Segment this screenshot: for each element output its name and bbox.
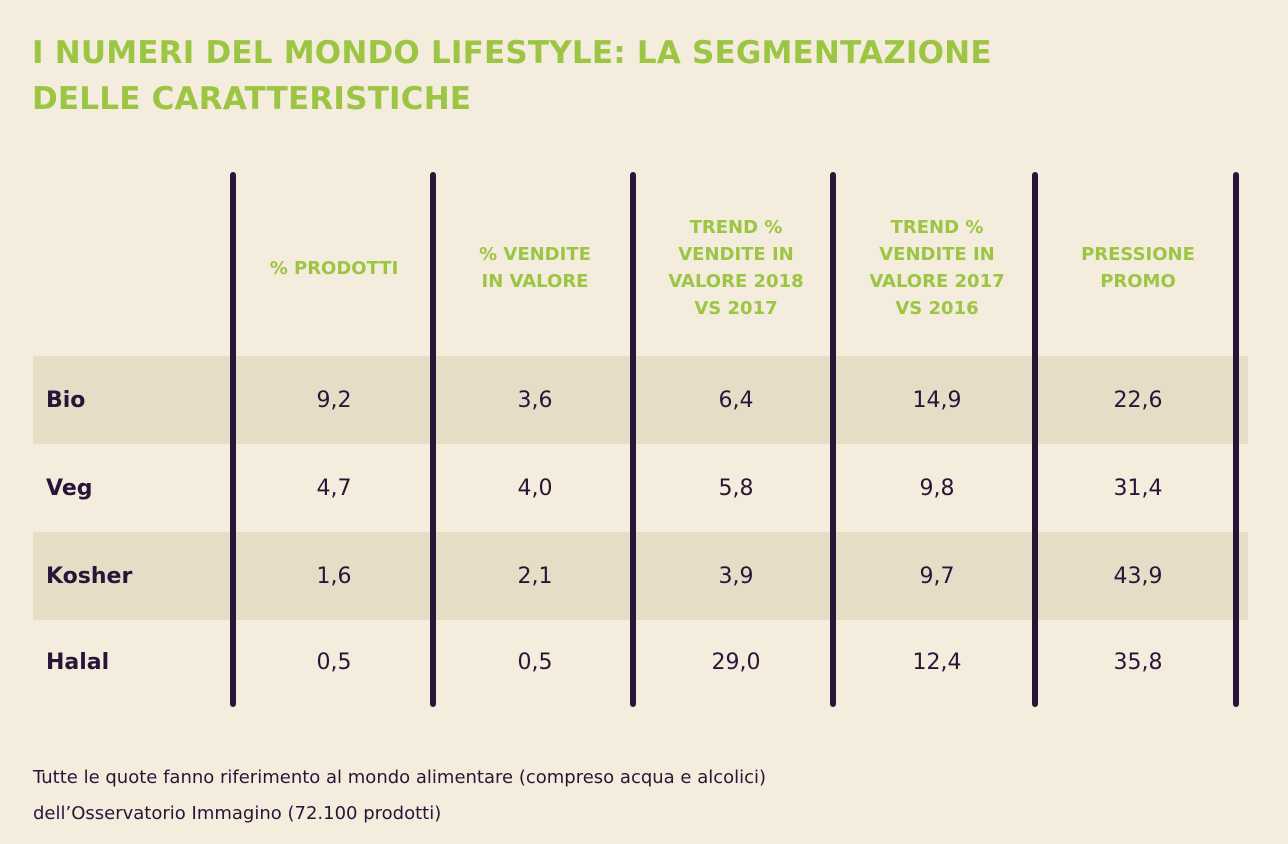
table-cell: 22,6: [1113, 388, 1163, 413]
table-cell: 9,2: [316, 388, 352, 413]
column-header-line: VALORE 2017: [869, 271, 1005, 292]
column-divider: [630, 172, 636, 707]
column-header-line: % VENDITE: [479, 244, 591, 265]
table-cell: 3,6: [517, 388, 553, 413]
column-header: % VENDITE IN VALORE: [451, 208, 619, 328]
footnote: Tutte le quote fanno riferimento al mond…: [33, 760, 1253, 832]
table-cell: 35,8: [1113, 650, 1163, 675]
table-cell: 3,9: [718, 564, 754, 589]
table-cell: 6,4: [718, 388, 754, 413]
table-cell: 2,1: [517, 564, 553, 589]
title-line-2: DELLE CARATTERISTICHE: [32, 81, 472, 117]
row-label: Veg: [46, 476, 93, 501]
chart-title: I NUMERI DEL MONDO LIFESTYLE: LA SEGMENT…: [32, 30, 1232, 122]
column-header-line: TREND %: [890, 217, 984, 238]
column-header-line: VENDITE IN: [879, 244, 995, 265]
row-label: Halal: [46, 650, 110, 675]
table-cell: 0,5: [316, 650, 352, 675]
title-line-1: I NUMERI DEL MONDO LIFESTYLE: LA SEGMENT…: [32, 35, 992, 71]
row-label: Bio: [46, 388, 86, 413]
table-cell: 0,5: [517, 650, 553, 675]
footnote-line-1: Tutte le quote fanno riferimento al mond…: [33, 767, 767, 788]
column-header-line: VALORE 2018: [668, 271, 804, 292]
column-header: TREND % VENDITE IN VALORE 2018 VS 2017: [652, 208, 820, 328]
column-header-line: PROMO: [1100, 271, 1176, 292]
column-header-line: VS 2016: [895, 298, 979, 319]
table-cell: 9,7: [919, 564, 955, 589]
column-divider: [830, 172, 836, 707]
column-header-line: % PRODOTTI: [269, 257, 399, 279]
row-label: Kosher: [46, 564, 133, 589]
column-header-line: TREND %: [689, 217, 783, 238]
table-cell: 29,0: [711, 650, 761, 675]
column-header-line: PRESSIONE: [1081, 244, 1195, 265]
column-divider: [230, 172, 236, 707]
table-cell: 5,8: [718, 476, 754, 501]
table-cell: 1,6: [316, 564, 352, 589]
table-cell: 12,4: [912, 650, 962, 675]
table-cell: 4,7: [316, 476, 352, 501]
table-cell: 9,8: [919, 476, 955, 501]
table-cell: 14,9: [912, 388, 962, 413]
column-header-line: VS 2017: [694, 298, 778, 319]
table-cell: 4,0: [517, 476, 553, 501]
column-header: TREND % VENDITE IN VALORE 2017 VS 2016: [853, 208, 1021, 328]
column-header-line: VENDITE IN: [678, 244, 794, 265]
column-header: PRESSIONE PROMO: [1054, 208, 1222, 328]
column-divider: [430, 172, 436, 707]
footnote-line-2: dell’Osservatorio Immagino (72.100 prodo…: [33, 803, 442, 824]
table-cell: 31,4: [1113, 476, 1163, 501]
column-header-line: IN VALORE: [481, 271, 589, 292]
column-divider: [1032, 172, 1038, 707]
table-cell: 43,9: [1113, 564, 1163, 589]
column-header: % PRODOTTI: [250, 208, 418, 328]
column-divider: [1233, 172, 1239, 707]
